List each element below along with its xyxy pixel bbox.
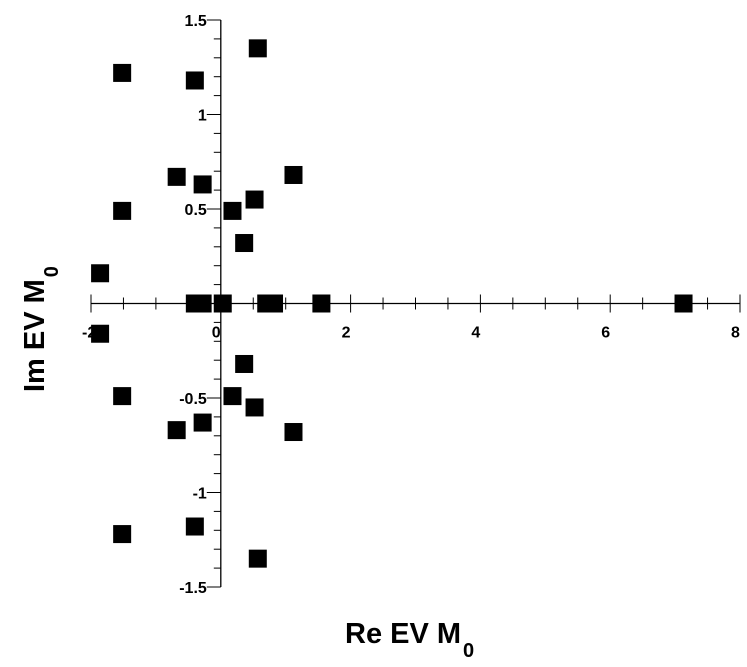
data-point <box>167 421 186 440</box>
data-point <box>91 324 110 343</box>
y-tick-label: -1.5 <box>179 580 207 597</box>
data-point <box>193 294 212 313</box>
data-point <box>193 413 212 432</box>
data-point <box>235 234 254 253</box>
y-tick-label: 1 <box>198 108 207 125</box>
data-point <box>185 517 204 536</box>
data-point <box>113 63 132 82</box>
data-point <box>245 190 264 209</box>
x-axis-ticks: -2 0 2 4 6 8 <box>82 294 741 342</box>
data-point <box>235 354 254 373</box>
data-point <box>223 387 242 406</box>
data-point <box>185 71 204 90</box>
y-axis-ticks: -1.5 -1 -0.5 0.5 1 1.5 <box>179 13 221 597</box>
x-tick-label: 4 <box>471 325 480 342</box>
data-point <box>113 201 132 220</box>
y-tick-label: -0.5 <box>179 391 207 408</box>
data-point <box>284 165 303 184</box>
y-tick-label: 1.5 <box>185 13 207 30</box>
data-point <box>223 201 242 220</box>
data-point <box>113 525 132 544</box>
x-tick-label: 8 <box>731 325 740 342</box>
data-point <box>193 175 212 194</box>
data-point <box>167 167 186 186</box>
data-point <box>213 294 232 313</box>
x-tick-label: 6 <box>601 325 610 342</box>
data-point <box>248 549 267 568</box>
x-axis-title: Re EV M0 <box>345 618 474 662</box>
data-point <box>265 294 284 313</box>
data-point <box>284 423 303 442</box>
data-point <box>245 398 264 417</box>
y-tick-label: -1 <box>193 486 207 503</box>
data-points <box>91 39 693 568</box>
data-point <box>91 264 110 283</box>
y-tick-label: 0.5 <box>185 202 207 219</box>
x-tick-label: 2 <box>342 325 351 342</box>
data-point <box>248 39 267 58</box>
x-tick-label: 0 <box>212 325 221 342</box>
data-point <box>674 294 693 313</box>
data-point <box>113 387 132 406</box>
data-point <box>312 294 331 313</box>
y-axis-title: Im EV M0 <box>19 266 63 392</box>
